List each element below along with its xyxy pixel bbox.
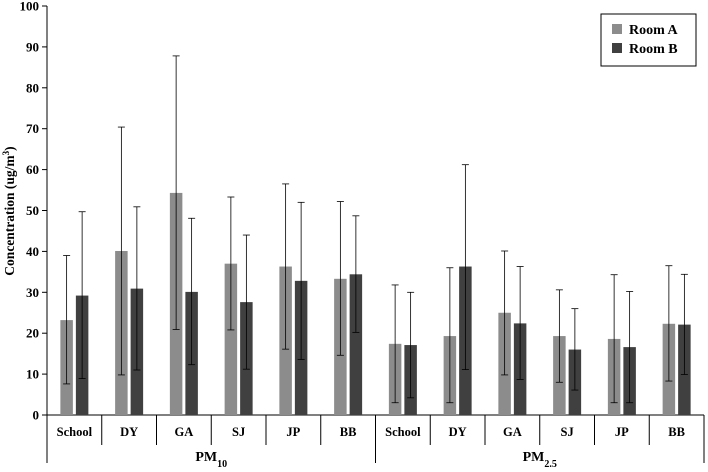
x-category-label: SJ [232, 425, 245, 439]
y-axis-title-main: Concentration (ug/m [2, 155, 17, 276]
bars [60, 55, 691, 415]
x-category-label: GA [503, 425, 522, 439]
bar-room-a [224, 263, 238, 415]
legend-label-room-a: Room A [629, 23, 679, 38]
x-category-label: DY [449, 425, 467, 439]
bar-room-b [349, 274, 363, 415]
legend-swatch-room-a [612, 24, 622, 34]
x-group-label-subscript: 2.5 [544, 459, 557, 468]
legend-swatch-room-b [612, 43, 622, 53]
y-tick-label: 10 [26, 367, 39, 382]
y-axis-title-sup: 3 [1, 150, 11, 155]
axes [42, 5, 705, 463]
x-category-label: BB [668, 425, 685, 439]
x-group-label-subscript: 10 [217, 459, 227, 468]
x-category-label: SJ [561, 425, 574, 439]
y-tick-label: 70 [26, 121, 39, 136]
y-tick-label: 40 [26, 244, 39, 259]
y-tick-label: 20 [26, 326, 39, 341]
x-category-label: JP [615, 425, 629, 439]
legend: Room A Room B [600, 13, 697, 67]
legend-box [600, 13, 697, 67]
y-tick-label: 50 [26, 203, 39, 218]
x-category-label: School [57, 425, 93, 439]
y-tick-label: 0 [33, 408, 40, 423]
y-tick-label: 90 [26, 39, 39, 54]
y-tick-label: 60 [26, 162, 39, 177]
x-category-label: JP [286, 425, 300, 439]
x-category-label: GA [175, 425, 194, 439]
x-category-label: DY [120, 425, 138, 439]
x-category-label: School [385, 425, 421, 439]
y-axis-title-end: ) [2, 146, 17, 151]
y-axis-title: Concentration (ug/m3) [1, 146, 17, 275]
y-tick-label: 30 [26, 285, 39, 300]
legend-label-room-b: Room B [629, 42, 678, 57]
x-group-label-main: PM [195, 450, 217, 465]
x-group-label-main: PM [523, 450, 545, 465]
x-group-label: PM2.5 [523, 450, 557, 467]
y-tick-label: 80 [26, 80, 39, 95]
x-category-label: BB [340, 425, 357, 439]
x-group-label: PM10 [195, 450, 227, 467]
labels: 0 10 20 30 40 50 60 70 80 90 100 School DY GA SJ JP BB Sc… [20, 0, 685, 470]
y-tick-label: 100 [20, 0, 40, 14]
